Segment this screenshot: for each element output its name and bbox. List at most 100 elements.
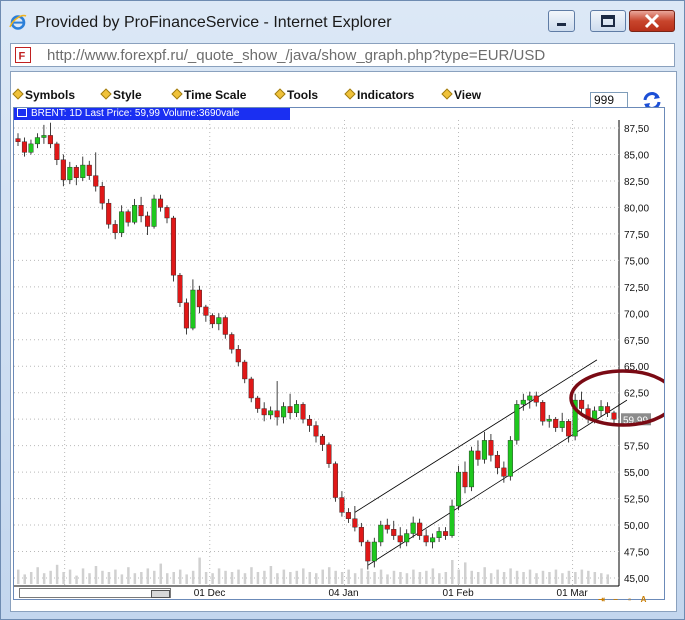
volume-bar xyxy=(509,568,512,584)
volume-bar xyxy=(256,572,260,584)
address-url: http://www.forexpf.ru/_quote_show_/java/… xyxy=(47,47,546,64)
zoom-in-icon[interactable]: ▫ xyxy=(628,595,631,604)
volume-bar xyxy=(321,569,324,584)
menu-tools[interactable]: Tools xyxy=(274,88,318,102)
svg-text:F: F xyxy=(19,51,26,63)
page-content: Symbols Style Time Scale Tools Indicator… xyxy=(10,71,677,612)
candle-body xyxy=(34,137,40,145)
candle-body xyxy=(604,406,611,414)
y-tick-label: 75,00 xyxy=(624,256,649,267)
candle-body xyxy=(164,207,170,219)
volume-bar xyxy=(159,563,163,584)
minimize-button[interactable] xyxy=(548,10,575,32)
menu-view[interactable]: View xyxy=(441,88,481,102)
volume-bar xyxy=(464,562,467,584)
zoom-fit-icon[interactable]: A xyxy=(640,595,647,604)
volume-bar xyxy=(23,574,26,584)
candle-body xyxy=(352,518,358,528)
y-tick-label: 70,00 xyxy=(624,309,649,320)
y-tick-label: 57,50 xyxy=(624,442,649,453)
candle-body xyxy=(391,529,397,536)
candle-body xyxy=(306,418,313,426)
candle-body xyxy=(546,418,552,422)
candle-body xyxy=(261,408,267,416)
volume-bar xyxy=(535,573,538,584)
candle-body xyxy=(611,412,617,420)
volume-bar xyxy=(75,575,78,584)
candle-body xyxy=(384,524,390,530)
volume-bar xyxy=(379,569,383,584)
bar-count-input[interactable]: 999 xyxy=(590,92,628,108)
x-tick-label: 01 Mar xyxy=(557,588,589,599)
volume-bar xyxy=(515,570,519,584)
volume-bar xyxy=(353,573,357,584)
candle-body xyxy=(430,537,436,543)
menu-style[interactable]: Style xyxy=(100,88,142,102)
candle-body xyxy=(60,159,66,181)
candle-body xyxy=(216,317,222,325)
volume-bar xyxy=(528,569,532,584)
y-tick-label: 67,50 xyxy=(624,336,649,347)
volume-bar xyxy=(204,572,208,584)
x-tick-label: 01 Feb xyxy=(443,588,475,599)
volume-bar xyxy=(120,574,124,584)
candle-body xyxy=(436,531,442,538)
candle-body xyxy=(151,198,157,227)
volume-bar xyxy=(476,572,480,584)
volume-bar xyxy=(302,568,305,584)
chart-area[interactable]: 87,50 85,00 82,50 80,00 77,50 75,00 72,50 70,00… xyxy=(13,107,665,600)
candle-body xyxy=(28,143,34,153)
candle-body xyxy=(235,349,241,363)
candle-body xyxy=(468,450,475,488)
volume-bar xyxy=(541,570,545,584)
y-tick-label: 45,00 xyxy=(624,574,649,585)
y-tick-label: 52,50 xyxy=(624,495,649,506)
volume-bar xyxy=(88,573,91,584)
scroll-start-icon[interactable]: ⇥ xyxy=(598,595,605,604)
candle-body xyxy=(378,524,384,543)
volume-bar xyxy=(496,569,499,584)
menu-indicators[interactable]: Indicators xyxy=(344,88,414,102)
volume-bar xyxy=(386,574,389,584)
volume-bar xyxy=(166,573,169,584)
highlight-circle xyxy=(569,369,664,427)
scrollbar-thumb[interactable] xyxy=(151,590,170,598)
volume-bar xyxy=(172,572,175,584)
volume-bar xyxy=(347,569,350,584)
chart-scrollbar[interactable] xyxy=(19,588,171,598)
candle-body xyxy=(119,211,125,234)
candle-body xyxy=(112,224,118,234)
volume-bar xyxy=(94,566,98,584)
volume-bar xyxy=(185,574,188,584)
menu-arrow-icon xyxy=(12,88,24,100)
maximize-button[interactable] xyxy=(590,10,626,32)
volume-bar xyxy=(438,573,441,584)
candle-body xyxy=(86,164,92,176)
volume-bar xyxy=(502,572,506,584)
volume-bar xyxy=(127,567,130,584)
volume-bar xyxy=(470,570,473,584)
candle-body xyxy=(67,166,73,181)
menu-time-scale[interactable]: Time Scale xyxy=(171,88,246,102)
volume-bar xyxy=(224,570,227,584)
volume-bar xyxy=(49,570,52,584)
close-button[interactable] xyxy=(629,10,675,32)
candle-body xyxy=(47,135,53,145)
volume-bar xyxy=(107,572,111,584)
x-tick-label: 04 Jan xyxy=(329,588,359,599)
candle-body xyxy=(520,399,526,405)
zoom-out-icon[interactable]: − xyxy=(613,595,618,604)
menu-symbols[interactable]: Symbols xyxy=(12,88,75,102)
volume-bar xyxy=(133,573,137,584)
volume-bar xyxy=(211,573,214,584)
address-bar[interactable]: F http://www.forexpf.ru/_quote_show_/jav… xyxy=(10,43,675,67)
y-tick-label: 87,50 xyxy=(624,124,649,135)
volume-bar xyxy=(55,564,59,584)
volume-bar xyxy=(522,572,525,584)
y-tick-label: 55,00 xyxy=(624,468,649,479)
trend-channel-lower xyxy=(367,399,628,566)
menu-arrow-icon xyxy=(441,88,453,100)
candle-body xyxy=(287,406,293,414)
volume-bar xyxy=(276,573,279,584)
